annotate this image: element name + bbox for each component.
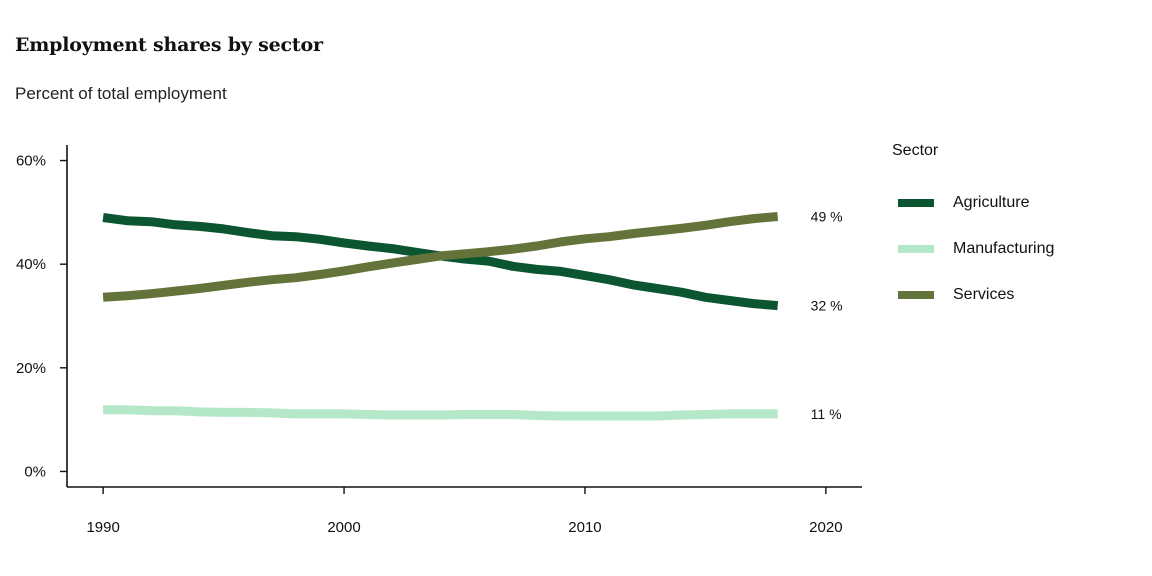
legend-item-manufacturing: Manufacturing bbox=[892, 226, 1054, 272]
legend-item-agriculture: Agriculture bbox=[892, 180, 1054, 226]
end-labels: 32 % 11 % 49 % bbox=[811, 209, 843, 422]
end-label-agriculture: 32 % bbox=[811, 298, 843, 314]
y-tick-label: 0% bbox=[24, 463, 46, 480]
series-line-manufacturing bbox=[103, 405, 778, 421]
legend-swatch bbox=[898, 245, 934, 253]
chart-lines bbox=[102, 212, 779, 421]
y-tick-label: 20% bbox=[16, 360, 46, 377]
y-tick-label: 60% bbox=[16, 153, 46, 170]
end-label-services: 49 % bbox=[811, 209, 843, 225]
legend-title: Sector bbox=[892, 142, 939, 159]
legend-label: Services bbox=[953, 286, 1015, 303]
chart-subtitle: Percent of total employment bbox=[15, 84, 227, 103]
x-tick-label: 1990 bbox=[86, 519, 119, 536]
x-tick-label: 2010 bbox=[568, 519, 601, 536]
x-tick-label: 2020 bbox=[809, 519, 842, 536]
legend-label: Manufacturing bbox=[953, 240, 1055, 257]
legend-swatch bbox=[898, 199, 934, 207]
chart-title: Employment shares by sector bbox=[15, 34, 323, 56]
legend-label: Agriculture bbox=[953, 194, 1030, 211]
chart-axes: 0% 20% 40% 60% 1990 2000 2010 2020 bbox=[16, 145, 862, 536]
x-tick-label: 2000 bbox=[327, 519, 360, 536]
legend: Sector Agriculture Manufacturing Services bbox=[892, 142, 1054, 318]
end-label-manufacturing: 11 % bbox=[811, 406, 842, 422]
y-tick-label: 40% bbox=[16, 256, 46, 273]
legend-item-services: Services bbox=[892, 272, 1054, 318]
legend-items: Agriculture Manufacturing Services bbox=[892, 180, 1054, 318]
series-line-services bbox=[102, 212, 779, 302]
legend-swatch bbox=[898, 291, 934, 299]
